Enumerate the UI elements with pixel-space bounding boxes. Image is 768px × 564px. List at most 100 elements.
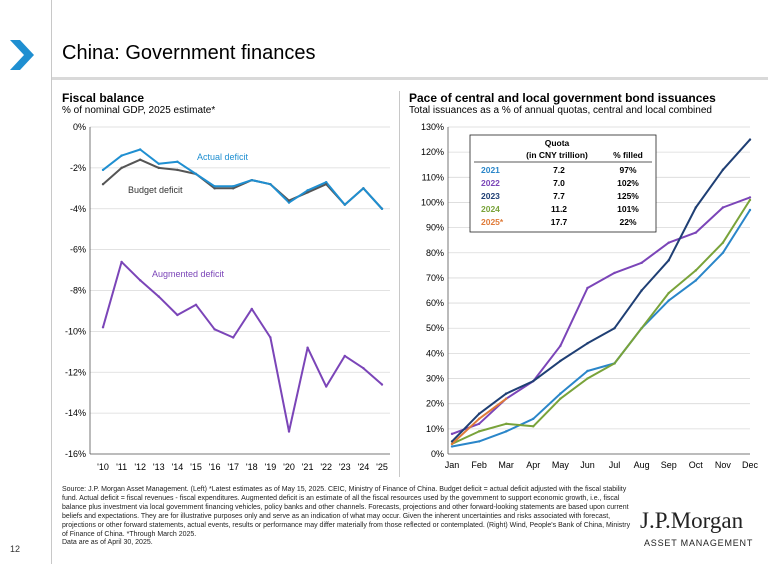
series-2024-point [477,430,481,433]
x-tick-label: '10 [97,462,109,472]
x-tick-label: Aug [634,460,650,470]
x-tick-label: '23 [339,462,351,472]
series-2023-point [721,168,725,171]
series-2023-point [532,379,535,383]
annotation-budget-deficit: Budget deficit [128,185,183,195]
x-tick-label: '21 [302,462,314,472]
actual-deficit-point [120,154,123,157]
series-2021-point [559,392,562,395]
series-2023-point [477,412,481,415]
y-tick-label: 20% [426,399,444,409]
series-2021-point [477,440,481,443]
series-2021-point [450,445,454,448]
augmented-deficit-point [157,295,160,298]
x-tick-label: Dec [742,460,759,470]
footnote-text: Source: J.P. Morgan Asset Management. (L… [62,486,631,538]
table-row-filled: 125% [617,191,639,201]
table-row-quota: 7.2 [553,165,565,175]
data-date-note: Data are as of April 30, 2025. [62,539,153,547]
augmented-deficit-point [139,279,142,282]
series-2022-point [694,231,698,234]
x-tick-label: '12 [134,462,146,472]
series-2024-point [694,269,698,272]
budget-deficit-point [157,166,160,170]
series-2023-point [586,342,589,345]
actual-deficit-point [287,201,291,204]
series-2024-point [721,241,725,244]
table-header-quota: Quota [545,138,570,148]
x-tick-label: '19 [265,462,277,472]
x-tick-label: May [552,460,570,470]
actual-deficit-point [176,160,179,163]
fiscal-balance-title: Fiscal balance [62,91,145,105]
table-row-filled: 102% [617,178,639,188]
y-tick-label: -14% [65,408,86,418]
series-2023-point [504,392,508,395]
series-2024-point [613,362,616,365]
y-tick-label: 80% [426,248,444,258]
series-2021-point [667,299,670,302]
table-row-filled: 101% [617,204,639,214]
table-row-quota: 7.0 [553,178,565,188]
chevron-right-icon [10,40,34,70]
augmented-deficit-point [101,326,105,329]
table-row-year: 2024 [481,204,500,214]
series-2021-point [532,417,535,420]
y-tick-label: 50% [426,323,444,333]
series-2023-point [667,259,670,262]
budget-deficit-point [325,183,328,186]
bond-issuance-subtitle: Total issuances as a % of annual quotas,… [409,105,712,116]
source-footnote: Source: J.P. Morgan Asset Management. (L… [62,486,634,548]
x-tick-label: Apr [526,460,540,470]
budget-deficit-point [176,168,179,172]
series-2023-point [613,327,616,330]
y-tick-label: 40% [426,348,444,358]
series-2022-point [559,344,562,348]
augmented-deficit-point [306,346,309,349]
augmented-deficit-point [194,303,198,307]
series-2023-point [640,289,643,292]
augmented-deficit-point [362,366,365,370]
actual-deficit-point [325,180,328,184]
x-tick-label: Jun [580,460,595,470]
table-row-year: 2022 [481,178,500,188]
y-tick-label: 120% [421,147,444,157]
augmented-deficit-point [269,336,272,339]
actual-deficit-point [101,168,105,172]
x-tick-label: '22 [320,462,332,472]
title-divider [52,77,768,80]
asset-management-label: ASSET MANAGEMENT [644,538,754,548]
actual-deficit-point [232,185,235,188]
budget-deficit-point [213,187,216,190]
series-2023-point [748,138,752,141]
y-tick-label: 10% [426,424,444,434]
x-tick-label: '16 [209,462,221,472]
table-row-filled: 97% [619,165,636,175]
actual-deficit-point [269,183,272,186]
table-row-quota: 11.2 [551,204,567,214]
augmented-deficit-point [343,354,346,358]
page-title: China: Government finances [62,42,316,64]
series-2022-point [477,422,481,426]
x-tick-label: Mar [498,460,514,470]
x-tick-label: '17 [227,462,239,472]
budget-deficit-point [101,183,105,186]
series-2021-point [694,279,698,282]
x-tick-label: '18 [246,462,258,472]
y-tick-label: -6% [70,245,86,255]
page-number: 12 [10,544,21,554]
table-row-year: 2025* [481,217,504,227]
series-2023-point [694,206,698,209]
augmented-deficit-point [120,260,123,264]
series-2022-point [667,241,670,244]
series-2025-point [477,417,481,420]
left-rule [51,0,52,564]
x-tick-label: Oct [689,460,704,470]
budget-deficit-point [120,166,123,170]
series-2021-point [504,430,508,433]
series-2023-line [451,138,751,443]
series-2024-point [667,291,670,295]
actual-deficit-point [194,172,198,176]
y-tick-label: 0% [431,449,444,459]
budget-deficit-point [287,199,291,202]
